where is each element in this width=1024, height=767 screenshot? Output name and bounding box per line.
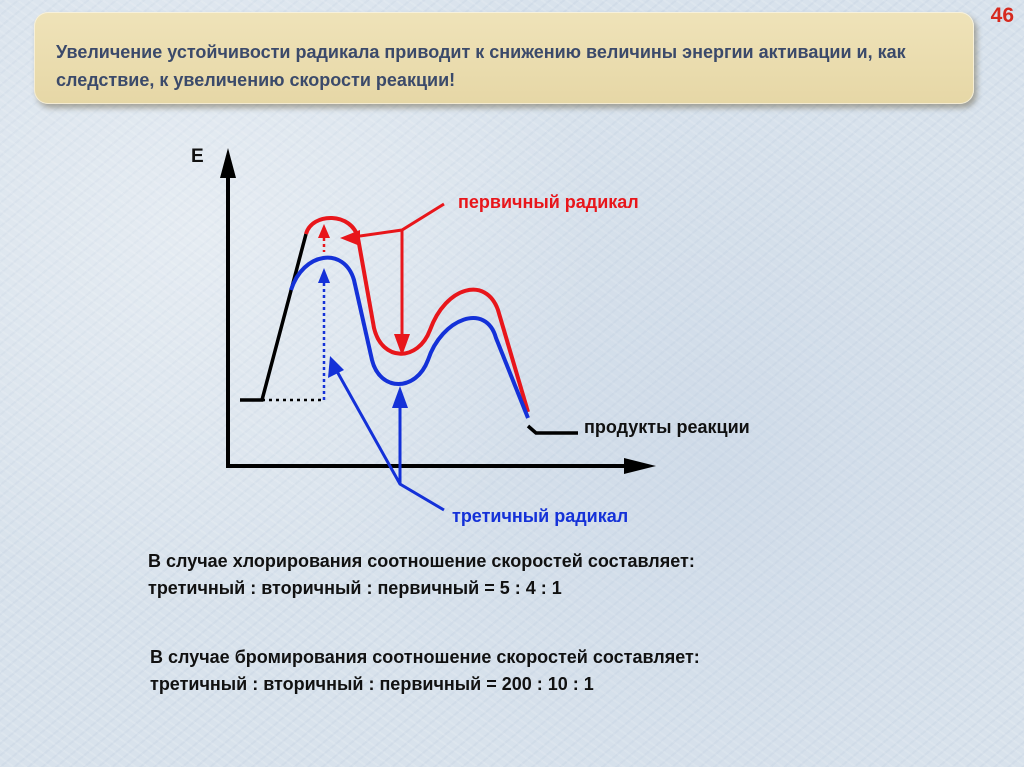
bromination-line-1: В случае бромирования соотношение скорос… bbox=[150, 647, 700, 667]
slide-title: Увеличение устойчивости радикала приводи… bbox=[56, 42, 906, 90]
tertiary-pointer-arrowhead bbox=[328, 356, 344, 378]
chlorination-line-2: третичный : вторичный : первичный = 5 : … bbox=[148, 578, 562, 598]
primary-pointer-arrowhead bbox=[340, 230, 360, 246]
y-axis-arrow bbox=[220, 148, 236, 178]
primary-radical-label: первичный радикал bbox=[458, 192, 639, 212]
y-axis-label: E bbox=[191, 146, 204, 167]
product-level bbox=[526, 424, 578, 435]
x-axis-arrow bbox=[624, 458, 656, 474]
bromination-note: В случае бромирования соотношение скорос… bbox=[150, 644, 700, 698]
tertiary-pointer-up-arrowhead bbox=[392, 386, 408, 408]
tertiary-radical-label: третичный радикал bbox=[452, 506, 628, 526]
title-banner bbox=[34, 12, 974, 104]
tertiary-radical-curve bbox=[289, 255, 530, 419]
reactant-curve bbox=[240, 233, 308, 402]
tertiary-pointer bbox=[332, 365, 445, 512]
primary-activation-arrowhead bbox=[318, 224, 330, 238]
chlorination-note: В случае хлорирования соотношение скорос… bbox=[148, 548, 695, 602]
primary-radical-curve bbox=[304, 216, 530, 413]
tertiary-activation-arrowhead bbox=[318, 268, 330, 283]
slide-number: 46 bbox=[990, 4, 1014, 27]
bromination-line-2: третичный : вторичный : первичный = 200 … bbox=[150, 674, 594, 694]
products-label: продукты реакции bbox=[584, 417, 750, 437]
primary-pointer-down-arrowhead bbox=[394, 334, 410, 356]
chlorination-line-1: В случае хлорирования соотношение скорос… bbox=[148, 551, 695, 571]
primary-pointer bbox=[345, 202, 445, 240]
